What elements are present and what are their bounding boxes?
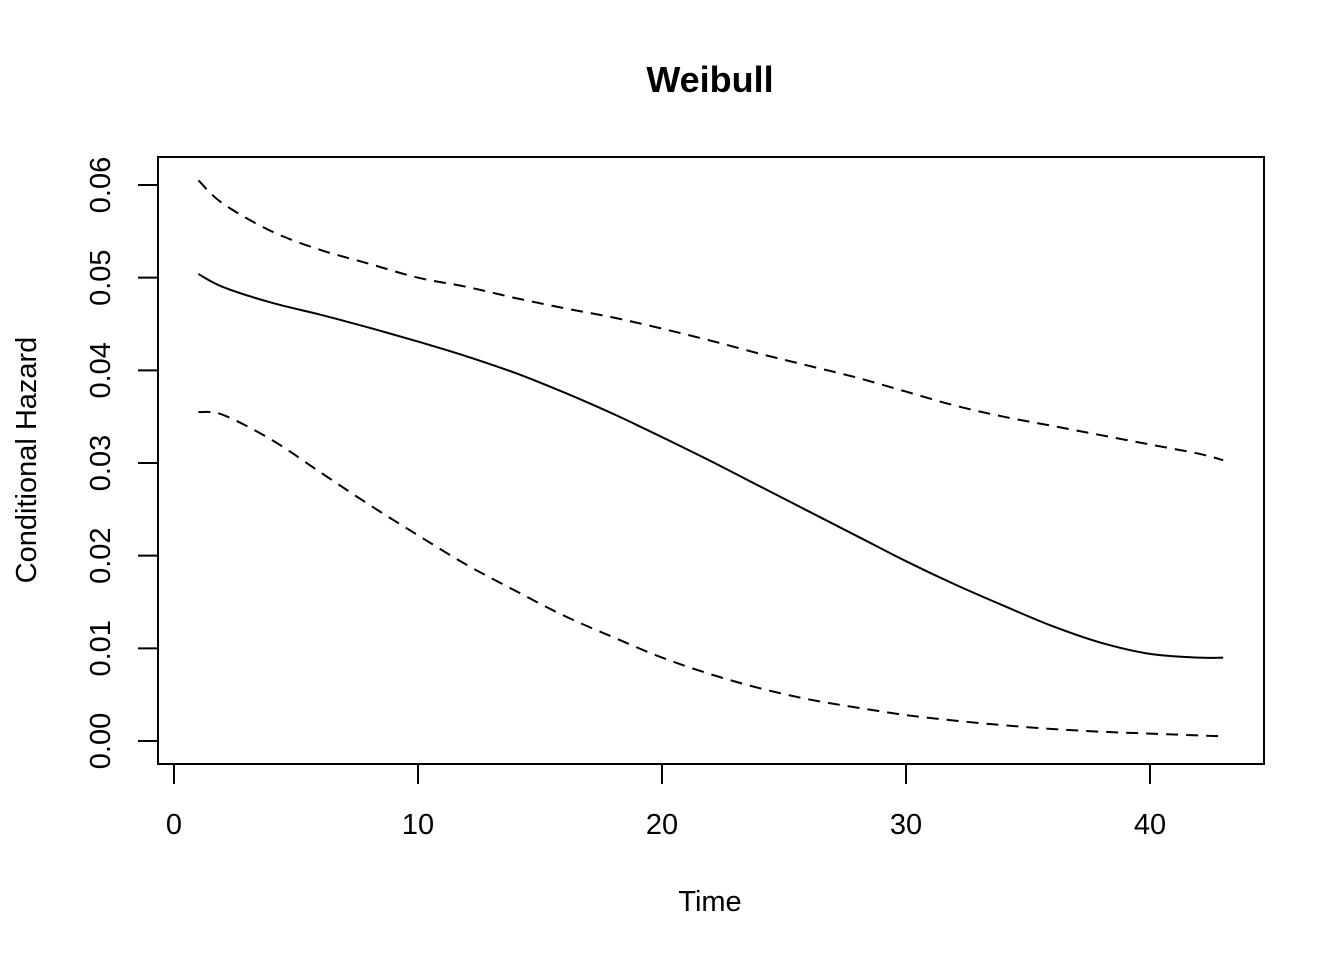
x-tick-label: 0 <box>166 809 182 841</box>
x-axis-label: Time <box>678 886 741 918</box>
lower-bound-line <box>198 410 1224 738</box>
y-axis-label: Conditional Hazard <box>11 337 43 584</box>
y-tick-label: 0.00 <box>85 713 117 769</box>
y-tick-label: 0.03 <box>85 435 117 491</box>
y-tick-label: 0.02 <box>85 527 117 583</box>
x-tick-label: 20 <box>646 809 678 841</box>
y-tick-label: 0.06 <box>85 157 117 213</box>
hazard-line <box>197 273 1224 659</box>
y-tick-label: 0.01 <box>85 620 117 676</box>
x-axis: 0 10 20 30 40 <box>166 763 1166 841</box>
chart-title: Weibull <box>646 59 773 100</box>
x-tick-label: 30 <box>890 809 922 841</box>
x-tick-label: 40 <box>1134 809 1166 841</box>
x-tick-label: 10 <box>402 809 434 841</box>
upper-bound-line <box>197 179 1224 462</box>
y-axis: 0.00 0.01 0.02 0.03 0.04 0.05 0.06 <box>85 157 159 769</box>
series-layer <box>197 179 1224 738</box>
y-tick-label: 0.04 <box>85 342 117 398</box>
y-tick-label: 0.05 <box>85 249 117 305</box>
